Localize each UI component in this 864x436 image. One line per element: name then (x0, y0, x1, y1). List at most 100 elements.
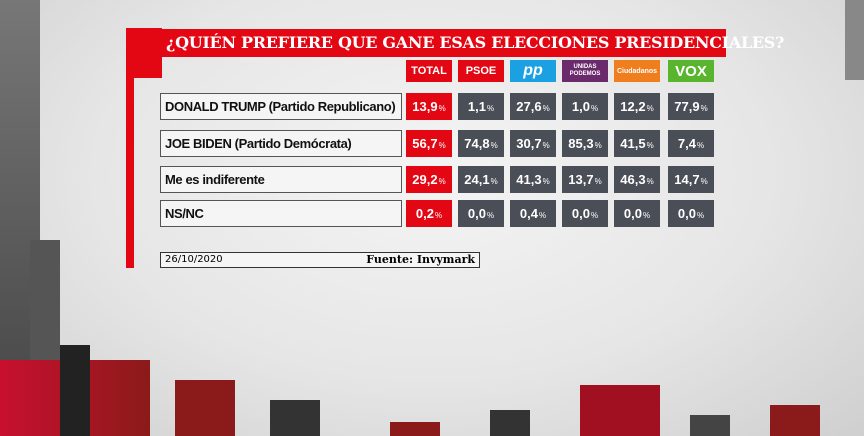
value-cell: 27,6% (510, 93, 556, 120)
percent-sign: % (594, 176, 602, 186)
value-cell: 0,0% (668, 200, 714, 227)
value-cell: 1,0% (562, 93, 608, 120)
value-cell: 7,4% (668, 130, 714, 157)
percent-sign: % (486, 103, 495, 113)
column-header-ciudadanos: Ciudadanos (614, 60, 660, 82)
percent-sign: % (438, 140, 446, 150)
background-building (390, 422, 440, 436)
percent-sign: % (590, 103, 599, 113)
percent-sign: % (438, 103, 446, 113)
value-cell: 0,0% (458, 200, 504, 227)
row-label: JOE BIDEN (Partido Demócrata) (160, 130, 402, 157)
percent-sign: % (542, 176, 550, 186)
row-label: NS/NC (160, 200, 402, 227)
background-building (270, 400, 320, 436)
column-header-label: UNIDAS PODEMOS (569, 64, 601, 77)
background-building (175, 380, 235, 436)
value-cell: 41,3% (510, 166, 556, 193)
percent-sign: % (542, 103, 550, 113)
value: 0,4 (519, 206, 538, 221)
value: 0,0 (467, 206, 486, 221)
background-building (60, 345, 90, 436)
row-label: Me es indiferente (160, 166, 402, 193)
value: 46,3 (620, 172, 646, 187)
value-cell: 13,9% (406, 93, 452, 120)
column-header-label: Ciudadanos (616, 67, 658, 75)
value: 12,2 (620, 99, 646, 114)
percent-sign: % (696, 210, 705, 220)
value-cell: 85,3% (562, 130, 608, 157)
red-bracket-tab (126, 28, 162, 78)
percent-sign: % (590, 210, 599, 220)
column-header-label: PSOE (465, 65, 497, 77)
date: 26/10/2020 (165, 254, 223, 265)
value: 41,5 (620, 136, 646, 151)
value: 1,0 (571, 99, 590, 114)
percent-sign: % (700, 103, 708, 113)
background-building (845, 0, 864, 80)
value: 24,1 (464, 172, 490, 187)
value: 27,6 (516, 99, 542, 114)
percent-sign: % (538, 210, 547, 220)
column-header-label: pp (523, 62, 543, 79)
value: 0,0 (677, 206, 696, 221)
footer: 26/10/2020 Fuente: Invymark (160, 252, 480, 268)
value-cell: 30,7% (510, 130, 556, 157)
value: 14,7 (674, 172, 700, 187)
column-header-label: TOTAL (411, 65, 447, 77)
percent-sign: % (646, 103, 654, 113)
value: 7,4 (677, 136, 696, 151)
column-header-label: VOX (675, 62, 707, 80)
percent-sign: % (438, 176, 446, 186)
value-cell: 0,0% (562, 200, 608, 227)
percent-sign: % (696, 140, 705, 150)
red-bracket (126, 28, 134, 268)
value: 41,3 (516, 172, 542, 187)
value-cell: 46,3% (614, 166, 660, 193)
background-building (770, 405, 820, 436)
chart-title: ¿QUIÉN PREFIERE QUE GANE ESAS ELECCIONES… (160, 29, 784, 57)
value-cell: 29,2% (406, 166, 452, 193)
percent-sign: % (434, 210, 443, 220)
column-header-vox: VOX (668, 60, 714, 82)
value-cell: 74,8% (458, 130, 504, 157)
value-cell: 0,2% (406, 200, 452, 227)
value: 85,3 (568, 136, 594, 151)
column-header-total: TOTAL (406, 60, 452, 82)
value: 74,8 (464, 136, 490, 151)
value-cell: 14,7% (668, 166, 714, 193)
value: 77,9 (674, 99, 700, 114)
source: Fuente: Invymark (366, 253, 475, 266)
value-cell: 1,1% (458, 93, 504, 120)
background-building (580, 385, 660, 436)
percent-sign: % (646, 140, 654, 150)
percent-sign: % (490, 176, 498, 186)
value-cell: 12,2% (614, 93, 660, 120)
value-cell: 13,7% (562, 166, 608, 193)
value: 0,0 (571, 206, 590, 221)
column-header-pp: pp (510, 60, 556, 82)
value: 0,0 (623, 206, 642, 221)
value: 1,1 (467, 99, 486, 114)
percent-sign: % (594, 140, 602, 150)
value-cell: 41,5% (614, 130, 660, 157)
background-building (490, 410, 530, 436)
percent-sign: % (486, 210, 495, 220)
value-cell: 0,4% (510, 200, 556, 227)
value: 0,2 (415, 206, 434, 221)
percent-sign: % (490, 140, 498, 150)
value: 30,7 (516, 136, 542, 151)
value-cell: 56,7% (406, 130, 452, 157)
value-cell: 77,9% (668, 93, 714, 120)
value: 56,7 (412, 136, 438, 151)
row-label: DONALD TRUMP (Partido Republicano) (160, 93, 402, 120)
percent-sign: % (646, 176, 654, 186)
value: 13,9 (412, 99, 438, 114)
percent-sign: % (542, 140, 550, 150)
percent-sign: % (700, 176, 708, 186)
background-building (690, 415, 730, 436)
percent-sign: % (642, 210, 651, 220)
column-header-psoe: PSOE (458, 60, 504, 82)
value-cell: 24,1% (458, 166, 504, 193)
value-cell: 0,0% (614, 200, 660, 227)
